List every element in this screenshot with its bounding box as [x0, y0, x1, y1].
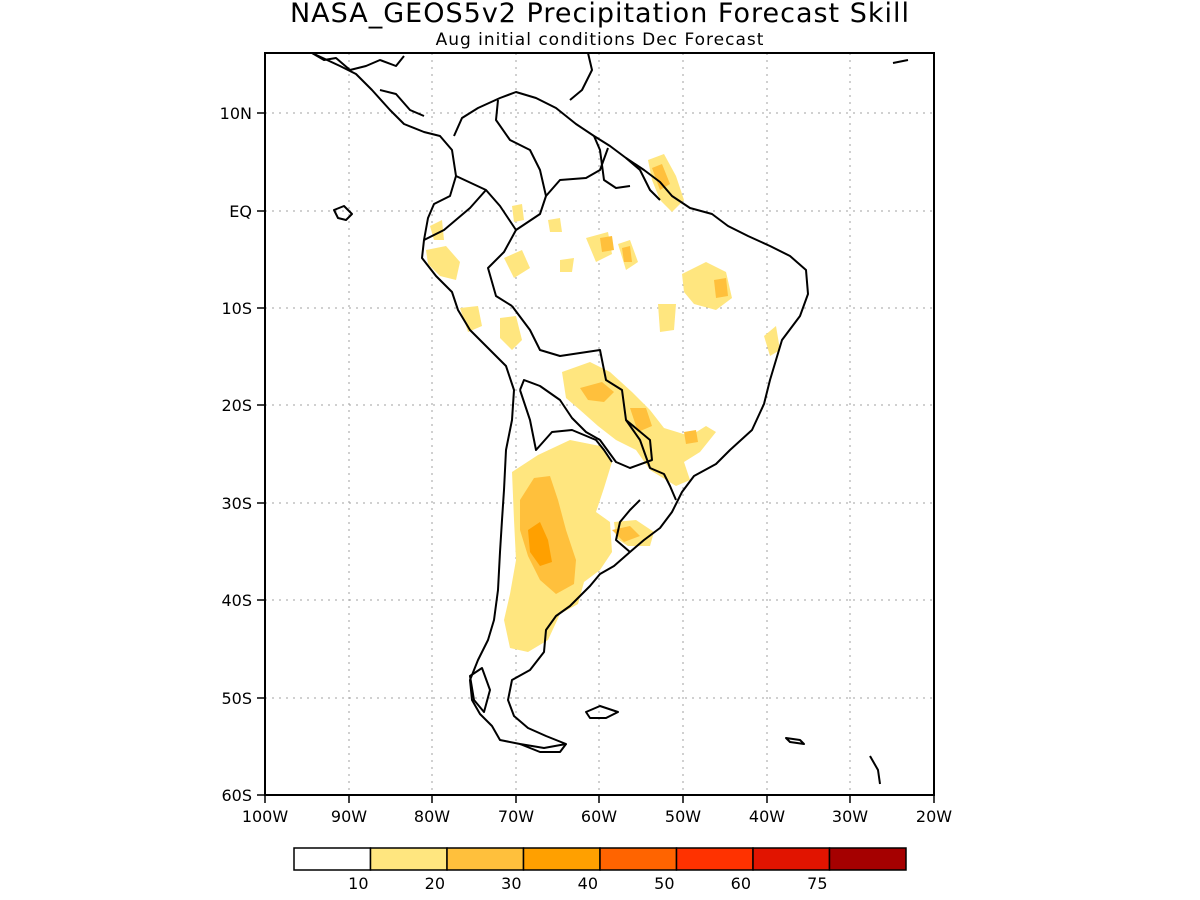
- lon-tick-label: 20W: [916, 807, 952, 826]
- skill-shading: [426, 154, 780, 652]
- latitude-labels: 10N EQ 10S 20S 30S 40S 50S 60S: [220, 104, 252, 805]
- lat-tick-label: 30S: [221, 494, 252, 513]
- lon-tick-label: 70W: [498, 807, 534, 826]
- colorbar-swatch: [446, 847, 525, 871]
- map-subtitle: Aug initial conditions Dec Forecast: [436, 30, 765, 50]
- lon-tick-label: 30W: [832, 807, 868, 826]
- colorbar-label: 75: [807, 874, 827, 893]
- colorbar-label: 30: [501, 874, 521, 893]
- colorbar-swatch: [369, 847, 448, 871]
- lat-tick-label: 40S: [221, 591, 252, 610]
- skill-10-20-regions: [426, 154, 780, 652]
- map-title: NASA_GEOS5v2 Precipitation Forecast Skil…: [290, 0, 910, 29]
- colorbar-swatch: [293, 847, 372, 871]
- colorbar: 10 20 30 40 50 60 75: [293, 847, 907, 893]
- colorbar-label: 60: [731, 874, 751, 893]
- lon-tick-label: 80W: [414, 807, 450, 826]
- longitude-labels: 100W 90W 80W 70W 60W 50W 40W 30W 20W: [242, 807, 952, 826]
- colorbar-label: 10: [348, 874, 368, 893]
- lon-tick-label: 90W: [331, 807, 367, 826]
- lon-tick-label: 100W: [242, 807, 289, 826]
- colorbar-swatch: [675, 847, 754, 871]
- colorbar-label: 20: [425, 874, 445, 893]
- colorbar-label: 40: [578, 874, 598, 893]
- lat-tick-label: 60S: [221, 786, 252, 805]
- colorbar-swatch: [599, 847, 678, 871]
- lon-tick-label: 60W: [581, 807, 617, 826]
- colorbar-swatch: [522, 847, 601, 871]
- lat-tick-label: 10S: [221, 299, 252, 318]
- lat-tick-label: 10N: [220, 104, 252, 123]
- colorbar-swatch: [752, 847, 831, 871]
- lat-tick-label: EQ: [229, 202, 252, 221]
- skill-20-30-regions: [520, 164, 728, 594]
- lat-tick-label: 50S: [221, 689, 252, 708]
- skill-30-40-regions: [528, 522, 552, 566]
- lat-tick-label: 20S: [221, 396, 252, 415]
- lon-tick-label: 50W: [665, 807, 701, 826]
- colorbar-swatch: [828, 847, 907, 871]
- colorbar-label: 50: [654, 874, 674, 893]
- axis-ticks: [257, 112, 935, 803]
- coastlines-and-borders: [311, 52, 909, 785]
- lon-tick-label: 40W: [749, 807, 785, 826]
